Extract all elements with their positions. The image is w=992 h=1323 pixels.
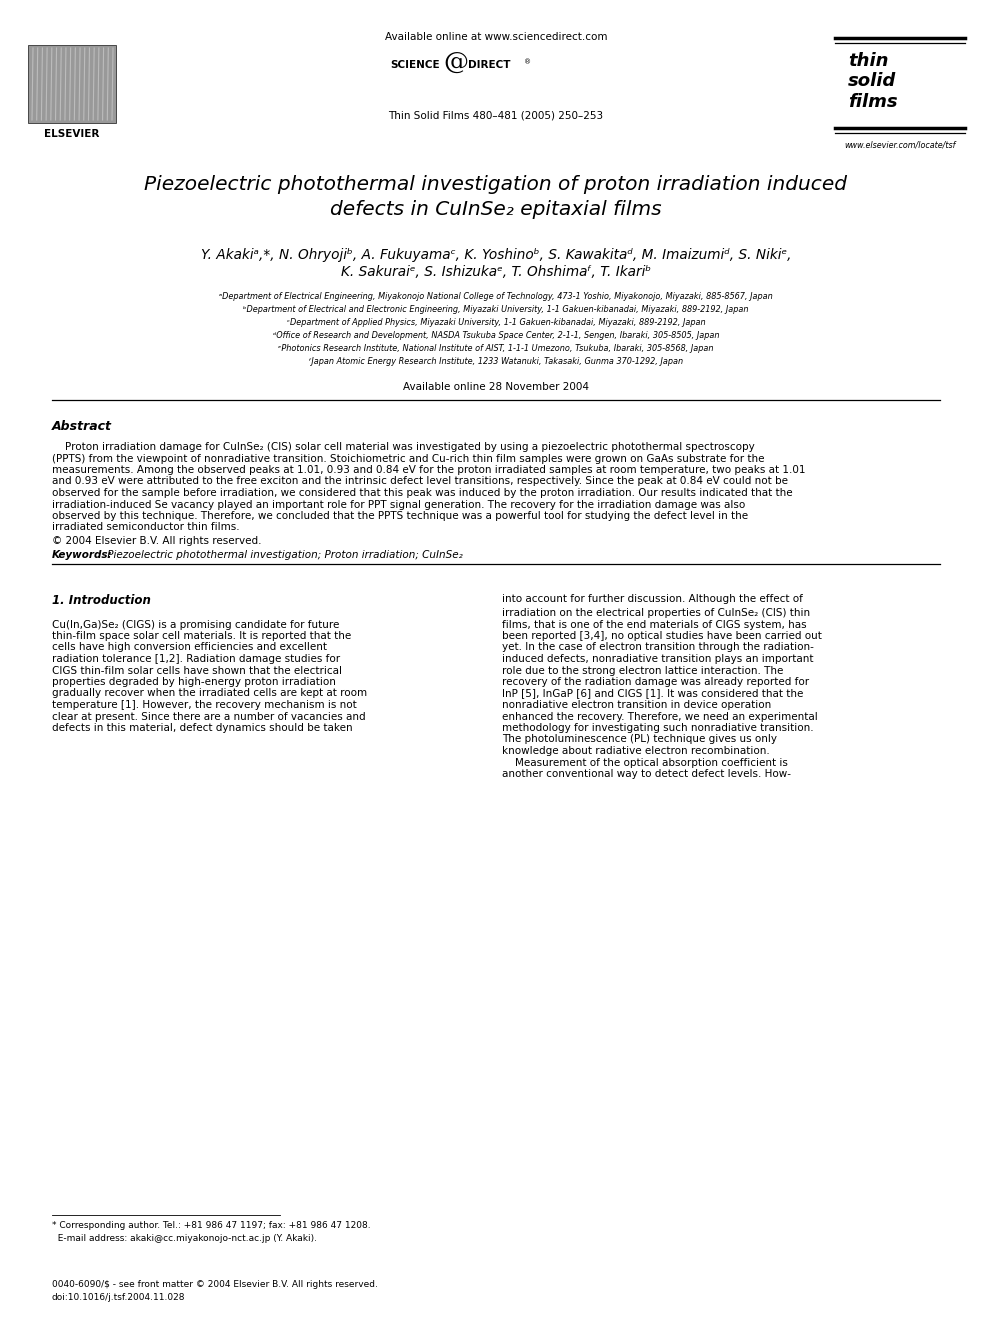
Text: films, that is one of the end materials of CIGS system, has: films, that is one of the end materials … bbox=[502, 619, 806, 630]
Text: Thin Solid Films 480–481 (2005) 250–253: Thin Solid Films 480–481 (2005) 250–253 bbox=[389, 110, 603, 120]
Text: radiation tolerance [1,2]. Radiation damage studies for: radiation tolerance [1,2]. Radiation dam… bbox=[52, 654, 340, 664]
Text: ᵉPhotonics Research Institute, National Institute of AIST, 1-1-1 Umezono, Tsukub: ᵉPhotonics Research Institute, National … bbox=[278, 344, 714, 353]
Text: ELSEVIER: ELSEVIER bbox=[45, 130, 99, 139]
Text: another conventional way to detect defect levels. How-: another conventional way to detect defec… bbox=[502, 769, 791, 779]
Text: (PPTS) from the viewpoint of nonradiative transition. Stoichiometric and Cu-rich: (PPTS) from the viewpoint of nonradiativ… bbox=[52, 454, 765, 463]
Text: * Corresponding author. Tel.: +81 986 47 1197; fax: +81 986 47 1208.: * Corresponding author. Tel.: +81 986 47… bbox=[52, 1221, 371, 1230]
Text: Proton irradiation damage for CuInSe₂ (CIS) solar cell material was investigated: Proton irradiation damage for CuInSe₂ (C… bbox=[52, 442, 755, 452]
Text: The photoluminescence (PL) technique gives us only: The photoluminescence (PL) technique giv… bbox=[502, 734, 777, 745]
Text: observed for the sample before irradiation, we considered that this peak was ind: observed for the sample before irradiati… bbox=[52, 488, 793, 497]
Text: Cu(In,Ga)Se₂ (CIGS) is a promising candidate for future: Cu(In,Ga)Se₂ (CIGS) is a promising candi… bbox=[52, 619, 339, 630]
Text: InP [5], InGaP [6] and CIGS [1]. It was considered that the: InP [5], InGaP [6] and CIGS [1]. It was … bbox=[502, 688, 804, 699]
Text: DIRECT: DIRECT bbox=[468, 60, 511, 70]
Text: recovery of the radiation damage was already reported for: recovery of the radiation damage was alr… bbox=[502, 677, 809, 687]
Text: ᵇDepartment of Electrical and Electronic Engineering, Miyazaki University, 1-1 G: ᵇDepartment of Electrical and Electronic… bbox=[243, 306, 749, 314]
Text: www.elsevier.com/locate/tsf: www.elsevier.com/locate/tsf bbox=[844, 140, 955, 149]
Text: yet. In the case of electron transition through the radiation-: yet. In the case of electron transition … bbox=[502, 643, 813, 652]
Text: ®: ® bbox=[524, 60, 531, 65]
Text: and 0.93 eV were attributed to the free exciton and the intrinsic defect level t: and 0.93 eV were attributed to the free … bbox=[52, 476, 788, 487]
Text: knowledge about radiative electron recombination.: knowledge about radiative electron recom… bbox=[502, 746, 770, 755]
Text: Piezoelectric photothermal investigation of proton irradiation induced: Piezoelectric photothermal investigation… bbox=[145, 175, 847, 194]
Text: clear at present. Since there are a number of vacancies and: clear at present. Since there are a numb… bbox=[52, 712, 366, 721]
Text: films: films bbox=[848, 93, 898, 111]
Text: cells have high conversion efficiencies and excellent: cells have high conversion efficiencies … bbox=[52, 643, 327, 652]
Text: CIGS thin-film solar cells have shown that the electrical: CIGS thin-film solar cells have shown th… bbox=[52, 665, 342, 676]
Text: irradiation-induced Se vacancy played an important role for PPT signal generatio: irradiation-induced Se vacancy played an… bbox=[52, 500, 745, 509]
Text: into account for further discussion. Although the effect of: into account for further discussion. Alt… bbox=[502, 594, 803, 605]
Text: defects in this material, defect dynamics should be taken: defects in this material, defect dynamic… bbox=[52, 722, 352, 733]
Text: enhanced the recovery. Therefore, we need an experimental: enhanced the recovery. Therefore, we nee… bbox=[502, 712, 817, 721]
Text: ᵈOffice of Research and Development, NASDA Tsukuba Space Center, 2-1-1, Sengen, : ᵈOffice of Research and Development, NAS… bbox=[273, 331, 719, 340]
Text: K. Sakuraiᵉ, S. Ishizukaᵉ, T. Ohshimaᶠ, T. Ikariᵇ: K. Sakuraiᵉ, S. Ishizukaᵉ, T. Ohshimaᶠ, … bbox=[341, 265, 651, 279]
Text: thin-film space solar cell materials. It is reported that the: thin-film space solar cell materials. It… bbox=[52, 631, 351, 642]
Text: temperature [1]. However, the recovery mechanism is not: temperature [1]. However, the recovery m… bbox=[52, 700, 357, 710]
Text: defects in CuInSe₂ epitaxial films: defects in CuInSe₂ epitaxial films bbox=[330, 200, 662, 220]
Text: observed by this technique. Therefore, we concluded that the PPTS technique was : observed by this technique. Therefore, w… bbox=[52, 511, 748, 521]
Text: properties degraded by high-energy proton irradiation: properties degraded by high-energy proto… bbox=[52, 677, 336, 687]
Text: © 2004 Elsevier B.V. All rights reserved.: © 2004 Elsevier B.V. All rights reserved… bbox=[52, 536, 262, 546]
Text: Y. Akakiᵃ,*, N. Ohryojiᵇ, A. Fukuyamaᶜ, K. Yoshinoᵇ, S. Kawakitaᵈ, M. Imaizumiᵈ,: Y. Akakiᵃ,*, N. Ohryojiᵇ, A. Fukuyamaᶜ, … bbox=[200, 247, 792, 262]
Text: methodology for investigating such nonradiative transition.: methodology for investigating such nonra… bbox=[502, 722, 813, 733]
Text: Keywords:: Keywords: bbox=[52, 550, 113, 560]
Text: 1. Introduction: 1. Introduction bbox=[52, 594, 151, 607]
Text: Available online at www.sciencedirect.com: Available online at www.sciencedirect.co… bbox=[385, 32, 607, 42]
Text: thin: thin bbox=[848, 52, 889, 70]
Text: SCIENCE: SCIENCE bbox=[390, 60, 439, 70]
Text: ᶜDepartment of Applied Physics, Miyazaki University, 1-1 Gakuen-kibanadai, Miyaz: ᶜDepartment of Applied Physics, Miyazaki… bbox=[287, 318, 705, 327]
Text: solid: solid bbox=[848, 71, 896, 90]
Text: E-mail address: akaki@cc.miyakonojo-nct.ac.jp (Y. Akaki).: E-mail address: akaki@cc.miyakonojo-nct.… bbox=[52, 1234, 317, 1244]
Text: measurements. Among the observed peaks at 1.01, 0.93 and 0.84 eV for the proton : measurements. Among the observed peaks a… bbox=[52, 464, 806, 475]
Text: induced defects, nonradiative transition plays an important: induced defects, nonradiative transition… bbox=[502, 654, 813, 664]
Text: role due to the strong electron lattice interaction. The: role due to the strong electron lattice … bbox=[502, 665, 784, 676]
Text: irradiation on the electrical properties of CuInSe₂ (CIS) thin: irradiation on the electrical properties… bbox=[502, 609, 810, 618]
Text: Abstract: Abstract bbox=[52, 419, 112, 433]
Text: irradiated semiconductor thin films.: irradiated semiconductor thin films. bbox=[52, 523, 240, 532]
Text: @: @ bbox=[443, 52, 468, 75]
Text: doi:10.1016/j.tsf.2004.11.028: doi:10.1016/j.tsf.2004.11.028 bbox=[52, 1293, 186, 1302]
Text: Available online 28 November 2004: Available online 28 November 2004 bbox=[403, 382, 589, 392]
Text: Measurement of the optical absorption coefficient is: Measurement of the optical absorption co… bbox=[502, 758, 788, 767]
Text: 0040-6090/$ - see front matter © 2004 Elsevier B.V. All rights reserved.: 0040-6090/$ - see front matter © 2004 El… bbox=[52, 1279, 378, 1289]
Text: ᶠJapan Atomic Energy Research Institute, 1233 Watanuki, Takasaki, Gunma 370-1292: ᶠJapan Atomic Energy Research Institute,… bbox=[309, 357, 683, 366]
Text: ᵃDepartment of Electrical Engineering, Miyakonojo National College of Technology: ᵃDepartment of Electrical Engineering, M… bbox=[219, 292, 773, 302]
Text: Piezoelectric photothermal investigation; Proton irradiation; CuInSe₂: Piezoelectric photothermal investigation… bbox=[104, 550, 462, 560]
Text: nonradiative electron transition in device operation: nonradiative electron transition in devi… bbox=[502, 700, 771, 710]
Bar bbox=[28, 45, 116, 123]
Text: been reported [3,4], no optical studies have been carried out: been reported [3,4], no optical studies … bbox=[502, 631, 822, 642]
Text: gradually recover when the irradiated cells are kept at room: gradually recover when the irradiated ce… bbox=[52, 688, 367, 699]
